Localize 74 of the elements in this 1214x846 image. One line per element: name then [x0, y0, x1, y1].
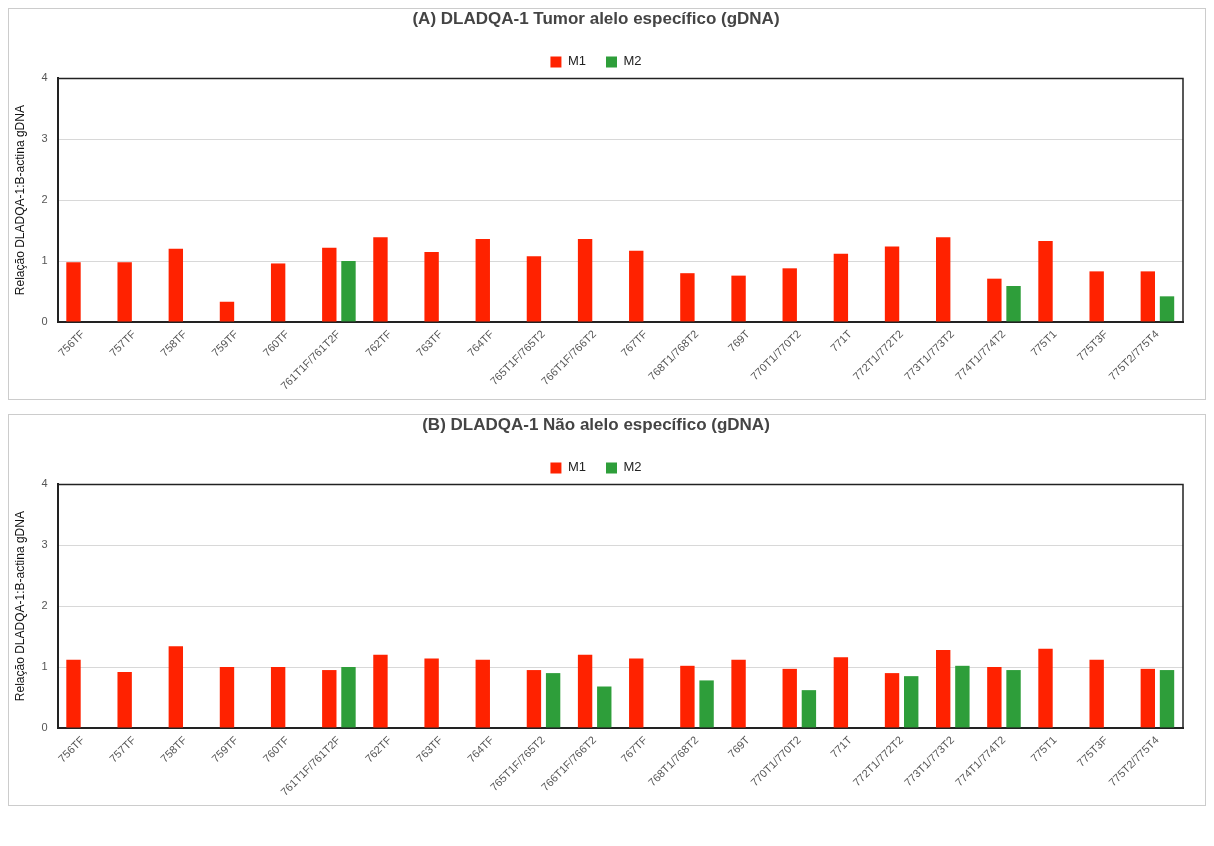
bar	[1006, 670, 1021, 728]
bar	[322, 247, 337, 322]
legend-label: M1	[567, 53, 586, 69]
bar	[1140, 668, 1156, 728]
bar	[833, 657, 849, 728]
bar	[884, 246, 900, 322]
bar	[219, 667, 235, 728]
bar	[1159, 670, 1175, 728]
y-axis-title: Relação DLADQA-1:B-actina gDNA	[12, 511, 27, 702]
bar	[936, 649, 951, 728]
bar	[782, 268, 797, 322]
bar	[1140, 271, 1156, 322]
y-tick-label: 2	[41, 599, 48, 612]
bar	[731, 659, 746, 728]
bar	[936, 237, 951, 322]
bar	[424, 658, 439, 728]
y-tick-label: 0	[41, 720, 48, 733]
bar	[1006, 285, 1021, 322]
chart-title: (B) DLADQA-1 Não alelo específico (gDNA)	[422, 414, 770, 434]
y-tick-label: 4	[41, 477, 48, 490]
bar	[322, 670, 337, 728]
bar	[424, 251, 439, 322]
bar	[884, 673, 900, 728]
bar	[731, 275, 746, 322]
bar	[1089, 659, 1104, 728]
bar	[117, 262, 132, 322]
bar	[270, 263, 286, 322]
bar	[526, 670, 542, 728]
bar	[219, 301, 235, 322]
bar	[801, 690, 817, 728]
bar	[545, 673, 561, 728]
bar	[629, 250, 644, 322]
bar	[373, 237, 388, 322]
bar	[475, 239, 490, 322]
bar	[117, 671, 132, 728]
bar	[373, 654, 388, 728]
bar	[168, 248, 184, 322]
bar	[577, 239, 593, 322]
bar	[833, 253, 849, 322]
y-tick-label: 3	[41, 538, 48, 551]
legend-label: M1	[567, 459, 586, 475]
bar	[782, 668, 797, 728]
bar	[1159, 296, 1175, 322]
bar	[66, 659, 81, 728]
bar	[1038, 240, 1053, 322]
y-tick-label: 4	[41, 71, 48, 84]
y-tick-label: 0	[41, 314, 48, 327]
bar	[955, 665, 970, 728]
legend-label: M2	[623, 53, 642, 69]
bar	[987, 667, 1002, 728]
bar	[341, 261, 356, 322]
y-tick-label: 2	[41, 193, 48, 206]
bar	[597, 686, 612, 728]
bar	[680, 665, 695, 728]
chart-title: (A) DLADQA-1 Tumor alelo específico (gDNA)	[412, 8, 780, 28]
bar	[629, 658, 644, 728]
y-tick-label: 1	[41, 660, 48, 673]
bar	[1038, 648, 1053, 728]
y-tick-label: 3	[41, 132, 48, 145]
bar	[904, 676, 919, 728]
y-axis-title: Relação DLADQA-1:B-actina gDNA	[12, 105, 27, 296]
bar	[168, 646, 184, 728]
bar	[680, 273, 695, 322]
bar	[987, 278, 1002, 322]
bar	[526, 256, 542, 322]
bar	[270, 667, 286, 728]
legend-label: M2	[623, 459, 642, 475]
bar	[341, 667, 356, 728]
bar	[699, 680, 714, 728]
bar	[475, 659, 490, 728]
bar	[1089, 271, 1104, 322]
bar	[577, 654, 593, 728]
y-tick-label: 1	[41, 254, 48, 267]
bar	[66, 262, 81, 322]
